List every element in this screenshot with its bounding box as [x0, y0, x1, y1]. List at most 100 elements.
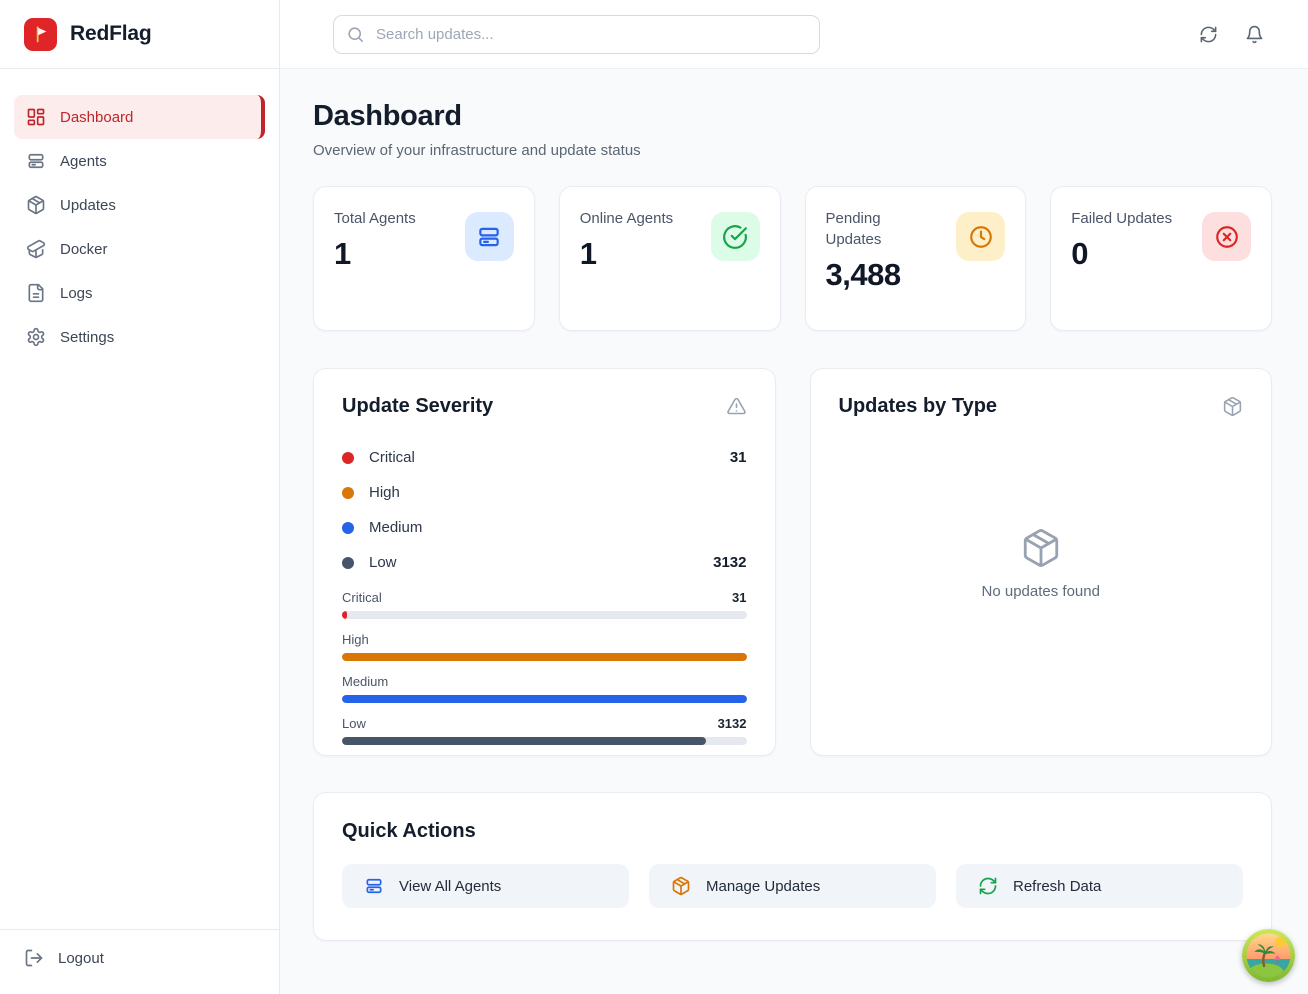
- legend-label: Medium: [369, 519, 423, 536]
- sidebar-item-label: Logs: [60, 284, 93, 302]
- bar-value: 31: [732, 590, 747, 605]
- stat-icon-box-1: [710, 212, 760, 261]
- search-input[interactable]: [333, 14, 820, 54]
- logout-icon: [24, 948, 44, 968]
- empty-state-text: No updates found: [981, 582, 1100, 600]
- clock-icon: [968, 224, 994, 250]
- bar-fill-2: [342, 695, 747, 703]
- stats-grid: Total Agents 1 Online Agents 1 Pen: [313, 186, 1272, 331]
- severity-legend: Critical 31 High Medium Low 3132: [342, 440, 747, 580]
- qa-label: View All Agents: [399, 877, 502, 895]
- file-text-icon: [26, 283, 46, 303]
- package-open-icon: [26, 239, 46, 259]
- quick-actions-buttons: View All Agents Manage Updates Refresh D…: [342, 864, 1243, 908]
- stat-value: 3,488: [825, 257, 902, 292]
- sidebar-item-settings[interactable]: Settings: [14, 315, 265, 359]
- bar-track: [342, 695, 747, 703]
- bar-track: [342, 611, 747, 619]
- quick-actions-title: Quick Actions: [342, 820, 476, 842]
- legend-dot-0: [342, 451, 354, 464]
- sidebar-item-agents[interactable]: Agents: [14, 139, 265, 183]
- bar-group-low: Low 3132: [342, 716, 747, 745]
- redflag-logo-icon: [24, 17, 57, 51]
- bar-label: Critical: [342, 590, 382, 605]
- qa-label: Refresh Data: [1013, 877, 1102, 895]
- stat-icon-box-3: [1202, 212, 1251, 261]
- quick-actions-card: Quick Actions View All Agents Manage Upd…: [313, 792, 1272, 941]
- updates-by-type-card: Updates by Type No updates found: [809, 368, 1272, 756]
- sidebar-nav: Dashboard Agents Updates Docker Logs: [0, 69, 279, 929]
- gear-icon: [26, 327, 46, 347]
- bar-track: [342, 737, 747, 745]
- legend-dot-2: [342, 521, 354, 534]
- stat-value: 1: [334, 236, 351, 271]
- server-icon: [26, 151, 46, 171]
- sidebar-item-label: Docker: [60, 240, 108, 258]
- app-logo: RedFlag: [0, 0, 279, 69]
- no-updates-empty-state: No updates found: [839, 418, 1244, 708]
- app-title: RedFlag: [70, 22, 152, 45]
- legend-label: Low: [369, 554, 397, 571]
- legend-dot-3: [342, 556, 354, 569]
- notifications-button[interactable]: [1245, 25, 1264, 44]
- legend-value: 31: [729, 449, 747, 466]
- refresh-data-button[interactable]: Refresh Data: [956, 864, 1243, 908]
- manage-updates-button[interactable]: Manage Updates: [649, 864, 936, 908]
- refresh-button[interactable]: [1199, 25, 1218, 44]
- qa-label: Manage Updates: [706, 877, 821, 895]
- legend-label: Critical: [369, 449, 415, 466]
- stat-label: Total Agents: [334, 210, 416, 227]
- qa-icon-2: [978, 876, 998, 896]
- bar-track: [342, 653, 747, 661]
- legend-row-medium: Medium: [342, 510, 747, 545]
- qa-icon-1: [671, 876, 691, 896]
- bar-group-critical: Critical 31: [342, 590, 747, 619]
- sidebar: RedFlag Dashboard Agents Updates Docker: [0, 0, 280, 994]
- stat-card-total-agents: Total Agents 1: [313, 186, 535, 331]
- stat-icon-box-0: [464, 212, 514, 261]
- topbar-actions: [1199, 25, 1264, 44]
- view-all-agents-button[interactable]: View All Agents: [342, 864, 629, 908]
- alert-triangle-icon: [726, 396, 747, 417]
- stat-label: Online Agents: [579, 210, 674, 227]
- check-circle-icon: [722, 224, 748, 250]
- qa-icon-0: [364, 876, 384, 896]
- logout-label: Logout: [58, 949, 104, 967]
- charts-grid: Update Severity Critical 31 High: [313, 368, 1272, 756]
- search-wrap: [333, 14, 820, 54]
- refresh-icon: [1199, 25, 1218, 44]
- updates-by-type-title: Updates by Type: [838, 395, 998, 417]
- sidebar-item-label: Updates: [60, 196, 116, 214]
- legend-value: 3132: [713, 554, 747, 571]
- sidebar-item-label: Settings: [60, 328, 115, 346]
- stat-card-pending-updates: Pending Updates 3,488: [804, 186, 1027, 331]
- beach-island-badge[interactable]: [1242, 929, 1295, 982]
- sidebar-item-label: Dashboard: [60, 108, 134, 126]
- legend-row-critical: Critical 31: [342, 440, 747, 475]
- main-content: Dashboard Overview of your infrastructur…: [280, 69, 1308, 994]
- bar-label: Low: [342, 716, 366, 731]
- sidebar-item-docker[interactable]: Docker: [14, 227, 265, 271]
- bar-label: Medium: [342, 674, 389, 689]
- bar-fill-0: [342, 611, 347, 619]
- page-title: Dashboard: [313, 100, 462, 132]
- logout-button[interactable]: Logout: [24, 948, 255, 968]
- legend-row-low: Low 3132: [342, 545, 747, 580]
- sidebar-item-logs[interactable]: Logs: [14, 271, 265, 315]
- bar-label: High: [342, 632, 369, 647]
- update-severity-card: Update Severity Critical 31 High: [313, 368, 776, 756]
- layout-grid-icon: [26, 107, 46, 127]
- sidebar-item-updates[interactable]: Updates: [14, 183, 265, 227]
- bar-group-high: High: [342, 632, 747, 661]
- sidebar-item-dashboard[interactable]: Dashboard: [14, 95, 265, 139]
- bell-icon: [1245, 25, 1264, 44]
- package-icon: [1020, 527, 1062, 569]
- stat-label: Pending Updates: [825, 210, 882, 248]
- stat-card-online-agents: Online Agents 1: [558, 186, 781, 331]
- sidebar-footer: Logout: [0, 929, 279, 994]
- legend-row-high: High: [342, 475, 747, 510]
- legend-dot-1: [342, 486, 354, 499]
- stat-value: 0: [1071, 236, 1088, 271]
- package-icon: [26, 195, 46, 215]
- stat-icon-box-2: [956, 212, 1006, 261]
